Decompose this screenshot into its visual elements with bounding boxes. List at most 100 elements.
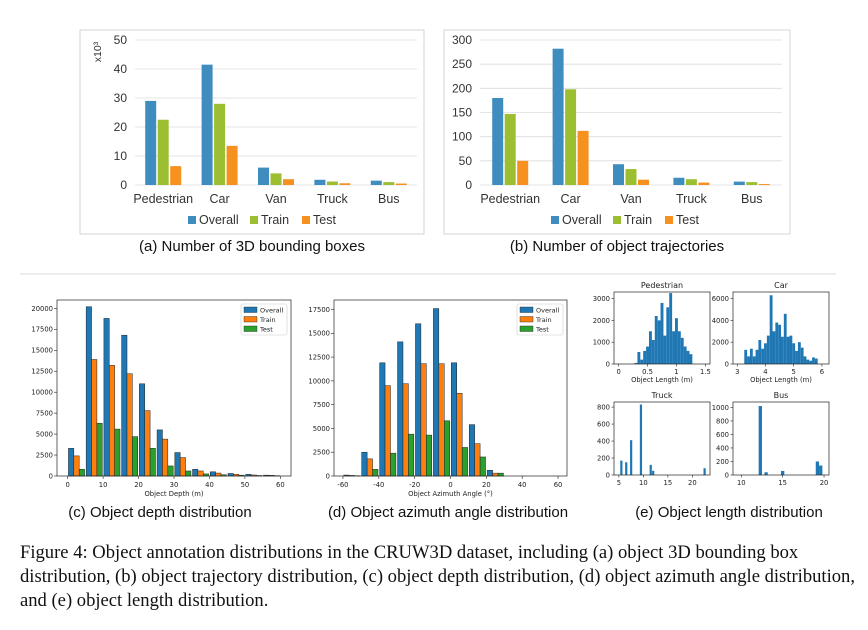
bar-test-van <box>638 179 649 185</box>
hist-bar-overall <box>379 362 386 477</box>
subplot-title: Pedestrian <box>641 281 683 290</box>
length-bar <box>651 340 655 364</box>
x-tick-label: Bus <box>741 192 763 206</box>
x-tick-label: 0 <box>448 481 452 489</box>
y-tick-label: 800 <box>597 403 610 411</box>
hist-bar-train <box>456 392 463 477</box>
legend-label-overall: Overall <box>562 213 602 227</box>
length-bar <box>786 336 790 364</box>
x-tick-label: 50 <box>241 481 250 489</box>
length-bar <box>744 349 748 364</box>
length-bar <box>637 352 641 364</box>
hist-bar-test <box>114 428 121 477</box>
hist-bar-test <box>408 433 415 477</box>
length-bar <box>686 350 690 364</box>
bar-train-van <box>625 169 637 185</box>
y-tick-label: 400 <box>597 437 610 445</box>
length-bar <box>769 295 773 364</box>
length-bar <box>775 322 779 364</box>
x-tick-label: 15 <box>664 479 673 487</box>
hist-bar-overall <box>433 308 440 477</box>
legend-label-train: Train <box>259 316 276 324</box>
bar-test-van <box>283 179 294 185</box>
length-bar <box>766 335 770 364</box>
legend-swatch-train <box>250 216 258 224</box>
hist-bar-test <box>444 420 450 477</box>
x-tick-label: Pedestrian <box>133 192 193 206</box>
subplot-title: Bus <box>774 391 789 400</box>
legend-label-overall: Overall <box>536 307 559 315</box>
x-tick-label: 1 <box>674 368 678 376</box>
length-bar <box>758 406 762 475</box>
length-bar <box>652 470 655 475</box>
hist-bar-train <box>197 470 204 477</box>
chart-object-azimuth: -60 -40 -20 0 20 40 60 0 2500 5000 7500 10000 12500 1… <box>308 299 568 498</box>
y-tick-label: 800 <box>716 417 729 425</box>
bar-overall-truck <box>673 177 685 185</box>
y-tick-label: 5000 <box>313 425 330 433</box>
x-tick-label: 20 <box>820 479 829 487</box>
legend-swatch-train <box>243 316 258 323</box>
x-tick-label: -60 <box>337 481 348 489</box>
y-tick-label: 5000 <box>36 430 53 438</box>
bar-test-truck <box>339 183 351 185</box>
bar-train-car <box>565 89 577 185</box>
length-bar <box>781 470 785 475</box>
legend-label-overall: Overall <box>199 213 239 227</box>
legend-swatch-overall <box>243 306 258 313</box>
y-tick-label: 0 <box>49 472 53 480</box>
y-tick-label: 10 <box>114 149 128 163</box>
length-bar <box>814 358 818 364</box>
bar-overall-pedestrian <box>492 98 504 185</box>
hist-bar-train <box>420 363 427 477</box>
length-bar <box>806 359 810 364</box>
x-tick-label: 15 <box>778 479 787 487</box>
y-tick-label: 2000 <box>593 317 610 325</box>
bar-overall-pedestrian <box>145 100 157 185</box>
y-tick-label: 50 <box>459 154 473 168</box>
y-tick-label: 200 <box>716 458 729 466</box>
bar-overall-car <box>201 64 213 185</box>
bar-overall-bus <box>370 180 382 185</box>
hist-bar-train <box>438 363 445 477</box>
x-tick-label: Car <box>561 192 581 206</box>
hist-bar-overall <box>103 318 110 477</box>
length-bar <box>800 347 804 364</box>
length-bar <box>639 404 643 475</box>
bar-train-bus <box>746 182 758 185</box>
length-bar <box>752 356 756 364</box>
y-tick-label: 15000 <box>31 347 53 355</box>
y-tick-label: 0 <box>725 471 729 479</box>
axes-frame <box>732 291 830 365</box>
y-tick-label: 17500 <box>308 306 330 314</box>
bar-train-truck <box>685 179 697 185</box>
hist-bar-overall <box>121 334 128 477</box>
length-bar <box>749 348 753 364</box>
caption-a: (a) Number of 3D bounding boxes <box>139 238 365 255</box>
x-tick-label: Car <box>210 192 230 206</box>
hist-bar-test <box>96 422 103 477</box>
y-tick-label: 400 <box>716 444 729 452</box>
x-tick-label: 60 <box>276 481 285 489</box>
length-bar <box>660 302 664 364</box>
y-tick-label: 6000 <box>712 295 729 303</box>
length-bar <box>669 293 673 364</box>
y-tick-label: 250 <box>452 57 472 71</box>
hist-bar-train <box>126 373 133 477</box>
x-tick-label: 60 <box>554 481 563 489</box>
x-tick-label: -40 <box>373 481 384 489</box>
y-tick-label: 40 <box>114 62 128 76</box>
subplot-title: Car <box>774 281 788 290</box>
x-tick-label: 1.5 <box>700 368 711 376</box>
hist-bar-test <box>390 452 397 477</box>
hist-bar-train <box>162 438 169 477</box>
length-bar <box>778 324 781 364</box>
x-tick-label: Truck <box>676 192 708 206</box>
x-tick-label: 6 <box>820 368 824 376</box>
x-tick-label: 4 <box>763 368 767 376</box>
hist-bar-train <box>91 359 98 477</box>
x-tick-label: 0 <box>65 481 69 489</box>
